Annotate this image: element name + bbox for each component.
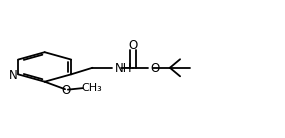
Text: NH: NH [115,62,132,75]
Text: CH₃: CH₃ [81,83,102,93]
Text: N: N [9,69,17,82]
Text: O: O [61,84,70,97]
Text: O: O [150,62,160,75]
Text: O: O [129,39,138,52]
